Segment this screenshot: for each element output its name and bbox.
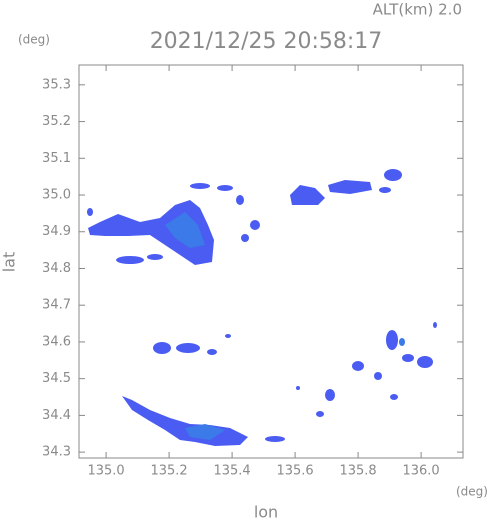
echo <box>185 424 225 440</box>
echo <box>390 394 398 400</box>
y-tick-label: 34.5 <box>42 371 71 386</box>
echo <box>328 180 372 194</box>
y-axis-label: lat <box>0 252 19 273</box>
echo <box>402 354 414 362</box>
echo <box>122 396 248 446</box>
echo <box>225 334 231 338</box>
y-tick-label: 34.9 <box>42 224 71 239</box>
chart-title: 2021/12/25 20:58:17 <box>150 29 383 54</box>
echo <box>399 338 405 346</box>
y-tick-label: 34.4 <box>42 408 71 423</box>
y-tick-label: 34.7 <box>42 298 71 313</box>
x-tick-label: 135.2 <box>150 464 187 479</box>
y-tick-label: 35.0 <box>42 188 71 203</box>
echo <box>250 220 260 230</box>
y-tick-label: 34.6 <box>42 334 71 349</box>
echo <box>165 212 205 248</box>
echo <box>217 185 233 191</box>
y-tick-label: 35.2 <box>42 114 71 129</box>
echo <box>116 256 144 264</box>
echo <box>384 169 402 181</box>
echo <box>374 372 382 380</box>
y-tick-label: 35.3 <box>42 77 71 92</box>
echo <box>417 356 433 368</box>
echo <box>190 183 210 189</box>
echo <box>325 389 335 401</box>
y-tick-label: 34.8 <box>42 261 71 276</box>
y-tick-label: 35.1 <box>42 151 71 166</box>
echo <box>241 234 249 242</box>
echo <box>265 436 285 442</box>
echo <box>87 208 93 216</box>
x-tick-label: 136.0 <box>402 464 439 479</box>
echo <box>153 342 171 354</box>
echo <box>352 361 364 371</box>
altitude-label: ALT(km) 2.0 <box>373 1 462 19</box>
x-unit: (deg) <box>456 485 488 499</box>
echo <box>176 343 200 353</box>
echo <box>147 254 163 260</box>
echo <box>316 411 324 417</box>
x-tick-label: 135.4 <box>213 464 250 479</box>
echo-field <box>87 169 437 446</box>
x-axis-label: lon <box>254 503 278 521</box>
x-tick-label: 135.0 <box>87 464 124 479</box>
plot-frame <box>78 64 464 459</box>
echo <box>433 322 437 328</box>
echo <box>379 187 391 193</box>
echo <box>207 349 217 355</box>
echo <box>236 195 244 205</box>
echo <box>296 386 300 390</box>
echo <box>290 185 325 205</box>
y-tick-label: 34.3 <box>42 445 71 460</box>
x-tick-label: 135.6 <box>276 464 313 479</box>
y-unit: (deg) <box>18 33 50 47</box>
x-tick-label: 135.8 <box>339 464 376 479</box>
echo <box>386 330 398 350</box>
